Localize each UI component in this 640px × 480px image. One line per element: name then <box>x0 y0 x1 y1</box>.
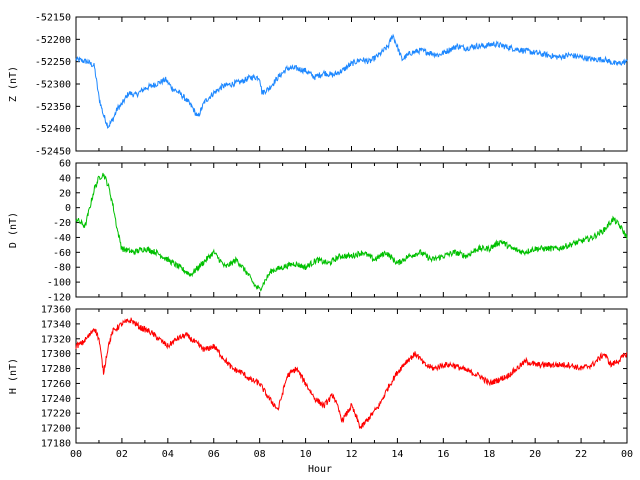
y-tick-label-h: 17240 <box>41 394 71 405</box>
x-tick-label: 14 <box>391 449 403 460</box>
y-tick-label-z: -52200 <box>35 35 71 46</box>
x-tick-label: 22 <box>575 449 587 460</box>
y-tick-label-h: 17180 <box>41 439 71 450</box>
y-tick-label-z: -52350 <box>35 102 71 113</box>
y-tick-label-h: 17200 <box>41 424 71 435</box>
y-tick-label-d: -120 <box>47 293 71 304</box>
y-tick-label-d: 60 <box>59 159 71 170</box>
y-tick-label-z: -52450 <box>35 147 71 158</box>
x-tick-label: 18 <box>483 449 495 460</box>
y-tick-label-z: -52150 <box>35 13 71 24</box>
y-axis-label-h: H (nT) <box>8 358 19 394</box>
x-tick-label: 20 <box>529 449 541 460</box>
x-axis-label: Hour <box>308 464 332 475</box>
series-line-z <box>75 33 628 129</box>
x-tick-label: 12 <box>345 449 357 460</box>
y-tick-label-h: 17280 <box>41 364 71 375</box>
y-tick-label-d: 20 <box>59 188 71 199</box>
y-tick-label-d: -20 <box>53 218 71 229</box>
panel-frame-h <box>75 308 628 444</box>
x-tick-label: 16 <box>437 449 449 460</box>
panel-frame-d <box>75 162 628 298</box>
x-tick-label: 00 <box>621 449 633 460</box>
y-tick-label-d: 40 <box>59 173 71 184</box>
x-tick-label: 06 <box>208 449 220 460</box>
y-tick-label-z: -52300 <box>35 80 71 91</box>
y-tick-label-d: -60 <box>53 248 71 259</box>
series-line-h <box>75 317 628 430</box>
panel-frame-z <box>75 16 628 152</box>
x-tick-label: 04 <box>162 449 174 460</box>
y-tick-label-h: 17360 <box>41 305 71 316</box>
series-line-d <box>75 172 628 292</box>
y-tick-label-h: 17340 <box>41 319 71 330</box>
y-tick-label-d: -80 <box>53 263 71 274</box>
y-tick-label-h: 17260 <box>41 379 71 390</box>
y-tick-label-d: 0 <box>65 203 71 214</box>
y-tick-label-h: 17320 <box>41 334 71 345</box>
y-tick-label-h: 17220 <box>41 409 71 420</box>
x-tick-label: 08 <box>254 449 266 460</box>
y-axis-label-z: Z (nT) <box>8 66 19 102</box>
y-tick-label-z: -52400 <box>35 124 71 135</box>
x-tick-label: 02 <box>116 449 128 460</box>
y-tick-label-d: -100 <box>47 278 71 289</box>
y-axis-label-d: D (nT) <box>8 212 19 248</box>
y-tick-label-h: 17300 <box>41 349 71 360</box>
y-tick-label-d: -40 <box>53 233 71 244</box>
x-tick-label: 10 <box>300 449 312 460</box>
x-tick-label: 00 <box>70 449 82 460</box>
y-tick-label-z: -52250 <box>35 57 71 68</box>
